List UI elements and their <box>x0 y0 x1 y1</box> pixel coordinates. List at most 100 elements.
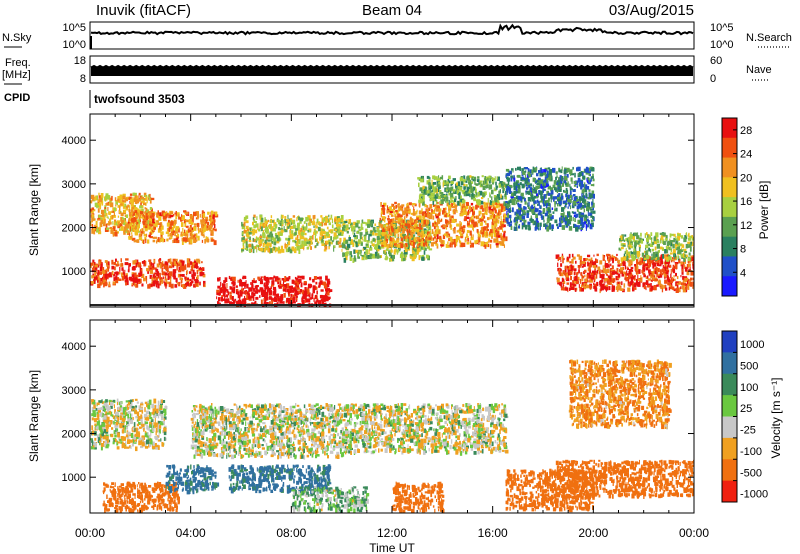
echo-cell <box>245 215 249 219</box>
echo-cell <box>271 300 274 305</box>
echo-cell <box>94 226 96 230</box>
echo-cell <box>197 235 200 241</box>
echo-cell <box>287 242 289 246</box>
echo-cell <box>474 188 477 193</box>
echo-cell <box>114 219 117 223</box>
echo-cell <box>290 219 293 225</box>
echo-cell <box>175 235 178 239</box>
echo-cell <box>298 216 300 221</box>
echo-cell <box>568 226 573 231</box>
echo-cell <box>266 296 269 301</box>
echo-cell <box>500 215 502 220</box>
echo-cell <box>100 266 102 271</box>
echo-cell <box>578 184 581 187</box>
echo-cell <box>599 284 603 287</box>
echo-cell <box>151 276 154 281</box>
echo-cell <box>483 203 486 208</box>
echo-cell <box>530 205 533 209</box>
echo-cell <box>422 185 425 190</box>
echo-cell <box>545 180 549 186</box>
echo-cell <box>321 243 325 246</box>
echo-cell <box>274 293 276 299</box>
echo-cell <box>259 222 262 227</box>
echo-cell <box>435 231 439 237</box>
echo-cell <box>143 224 146 229</box>
echo-cell <box>581 265 584 268</box>
echo-cell <box>186 278 190 283</box>
echo-cell <box>123 230 125 233</box>
echo-cell <box>469 230 472 236</box>
echo-cell <box>502 206 505 209</box>
echo-cell <box>382 217 384 221</box>
echo-cell <box>107 201 110 205</box>
echo-cell <box>246 283 249 289</box>
echo-cell <box>481 221 483 226</box>
echo-cell <box>488 187 491 190</box>
echo-cell <box>426 233 429 239</box>
echo-cell <box>277 235 280 238</box>
echo-cell <box>553 199 555 202</box>
echo-cell <box>301 298 303 304</box>
echo-cell <box>584 168 588 173</box>
echo-cell <box>480 183 483 187</box>
echo-cell <box>297 222 300 226</box>
echo-cell <box>450 191 452 195</box>
echo-cell <box>496 236 499 241</box>
echo-cell <box>259 280 263 285</box>
echo-cell <box>587 261 589 267</box>
echo-cell <box>320 298 324 302</box>
echo-cell <box>468 183 472 187</box>
echo-cell <box>211 239 215 242</box>
echo-cell <box>567 269 571 275</box>
echo-cell <box>198 267 203 270</box>
echo-cell <box>390 237 392 242</box>
echo-cell <box>362 248 364 251</box>
echo-cell <box>502 203 504 207</box>
echo-cell <box>448 180 451 183</box>
echo-cell <box>582 175 586 180</box>
echo-cell <box>269 224 272 229</box>
echo-cell <box>186 258 190 263</box>
echo-cell <box>343 225 346 229</box>
echo-cell <box>303 290 306 295</box>
echo-cell <box>322 219 324 222</box>
echo-cell <box>263 283 266 286</box>
echo-cell <box>432 198 436 202</box>
echo-cell <box>302 228 306 233</box>
echo-cell <box>477 200 481 206</box>
echo-cell <box>584 203 586 207</box>
echo-cell <box>535 185 538 190</box>
echo-cell <box>535 180 537 184</box>
echo-cell <box>110 202 114 208</box>
echo-cell <box>450 227 452 230</box>
echo-cell <box>688 269 691 272</box>
echo-cell <box>212 227 215 231</box>
echo-cell <box>527 221 531 225</box>
echo-cell <box>421 208 423 213</box>
echo-cell <box>548 203 551 207</box>
echo-cell <box>498 184 501 188</box>
echo-cell <box>501 221 505 225</box>
echo-cell <box>541 184 545 189</box>
echo-cell <box>588 206 592 210</box>
echo-cell <box>590 215 593 218</box>
echo-cell <box>279 283 283 287</box>
echo-cell <box>587 197 591 200</box>
echo-cell <box>400 226 403 231</box>
echo-cell <box>409 218 413 223</box>
echo-cell <box>507 221 511 225</box>
echo-cell <box>126 222 129 226</box>
echo-cell <box>443 195 447 198</box>
echo-cell <box>314 224 317 228</box>
echo-cell <box>565 182 569 187</box>
echo-cell <box>131 267 134 271</box>
echo-cell <box>361 256 363 260</box>
echo-cell <box>141 231 145 234</box>
echo-cell <box>557 186 559 191</box>
echo-cell <box>397 203 399 208</box>
echo-cell <box>318 282 321 287</box>
echo-cell <box>244 247 248 250</box>
echo-cell <box>151 281 154 284</box>
echo-cell <box>389 242 392 247</box>
echo-cell <box>193 223 197 226</box>
